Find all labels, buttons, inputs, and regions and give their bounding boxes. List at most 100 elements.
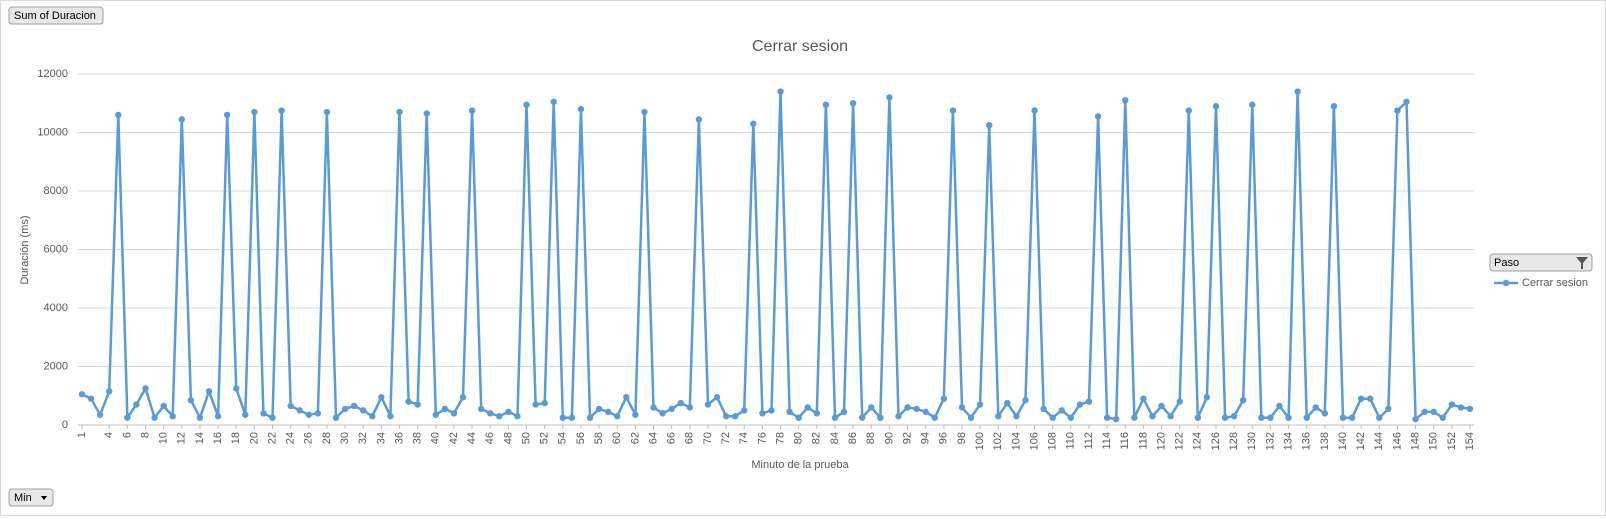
x-tick-label: 114	[1101, 432, 1113, 450]
data-point	[314, 410, 322, 417]
data-point	[133, 401, 140, 408]
data-point	[641, 108, 648, 116]
x-tick-label: 130	[1246, 432, 1258, 450]
x-tick-label: 34	[375, 432, 387, 444]
data-point	[804, 404, 811, 411]
data-point	[1149, 413, 1156, 420]
data-point	[822, 101, 830, 108]
data-point	[786, 408, 793, 416]
data-point	[1339, 414, 1347, 421]
data-point	[713, 394, 721, 401]
data-point	[813, 410, 821, 417]
data-point	[686, 404, 694, 411]
x-tick-label: 74	[738, 432, 750, 444]
data-point	[559, 414, 567, 421]
x-tick-label: 120	[1155, 432, 1167, 450]
axis-field-button[interactable]	[8, 488, 54, 507]
data-point	[1049, 414, 1056, 421]
data-point	[1094, 113, 1102, 120]
data-point	[858, 414, 866, 421]
x-tick-label: 18	[230, 432, 242, 444]
data-point	[1385, 405, 1392, 413]
legend-field-button[interactable]	[1489, 253, 1593, 272]
x-tick-label: 92	[901, 432, 913, 444]
data-point	[985, 121, 993, 129]
data-point	[124, 414, 131, 421]
x-tick-label: 106	[1028, 432, 1040, 450]
value-field-button[interactable]	[8, 6, 104, 25]
data-point	[922, 408, 929, 416]
x-tick-label: 142	[1355, 432, 1367, 450]
data-point	[731, 413, 739, 420]
data-point	[1403, 98, 1410, 105]
x-tick-label: 58	[593, 432, 605, 444]
y-tick-label: 10000	[37, 126, 68, 138]
x-tick-label: 10	[158, 432, 170, 444]
data-point	[677, 399, 684, 407]
data-point	[223, 111, 231, 119]
x-tick-label: 38	[412, 432, 424, 444]
data-point	[895, 413, 902, 420]
data-point	[741, 407, 748, 414]
x-tick-label: 36	[393, 432, 405, 444]
data-point	[931, 414, 938, 421]
data-point	[151, 414, 158, 421]
x-tick-label: 148	[1409, 432, 1421, 450]
data-point	[695, 116, 703, 123]
x-tick-label: 116	[1119, 432, 1131, 450]
x-tick-label: 72	[720, 432, 732, 444]
legend-marker	[1502, 279, 1510, 287]
y-tick-label: 12000	[37, 68, 68, 80]
data-point	[1004, 399, 1011, 407]
x-tick-label: 154	[1464, 432, 1476, 450]
dropdown-arrow	[41, 496, 47, 500]
x-tick-label: 42	[448, 432, 460, 444]
data-point	[1357, 395, 1365, 402]
data-point	[323, 108, 331, 116]
data-point	[1348, 414, 1356, 421]
x-tick-label: 146	[1391, 432, 1403, 450]
data-point	[260, 410, 267, 417]
data-point	[242, 411, 249, 418]
data-point	[1430, 408, 1437, 416]
data-point	[1031, 107, 1038, 114]
axis-field-label: Min	[14, 492, 32, 504]
data-point	[468, 107, 476, 114]
data-point	[541, 399, 548, 407]
data-point	[1058, 407, 1065, 414]
data-point	[650, 404, 657, 411]
data-point	[614, 413, 621, 420]
x-tick-label: 4	[103, 432, 115, 438]
data-point	[759, 410, 766, 417]
data-point	[1203, 394, 1211, 401]
data-point	[441, 405, 449, 413]
data-point	[1249, 101, 1256, 108]
data-point	[659, 410, 666, 417]
x-tick-label: 40	[430, 432, 442, 444]
x-tick-label: 94	[920, 432, 932, 444]
data-point	[78, 391, 86, 398]
x-tick-label: 118	[1137, 432, 1149, 450]
data-point	[550, 98, 557, 105]
data-point	[1085, 398, 1093, 405]
data-point	[722, 413, 730, 420]
data-point	[296, 407, 303, 414]
data-point	[523, 101, 530, 108]
x-tick-label: 66	[666, 432, 678, 444]
data-point	[269, 414, 276, 421]
x-tick-label: 102	[992, 432, 1004, 450]
data-point	[332, 414, 340, 421]
data-point	[1312, 404, 1319, 411]
data-point	[142, 385, 149, 392]
x-tick-label: 8	[139, 432, 151, 438]
data-point	[1267, 414, 1274, 421]
data-point	[777, 88, 784, 95]
x-tick-label: 16	[212, 432, 224, 444]
data-point	[1421, 408, 1428, 416]
data-point	[877, 414, 884, 421]
value-field-label: Sum of Duracion	[14, 10, 96, 22]
x-tick-label: 132	[1264, 432, 1276, 450]
data-point	[1013, 413, 1020, 420]
data-point	[459, 394, 467, 401]
